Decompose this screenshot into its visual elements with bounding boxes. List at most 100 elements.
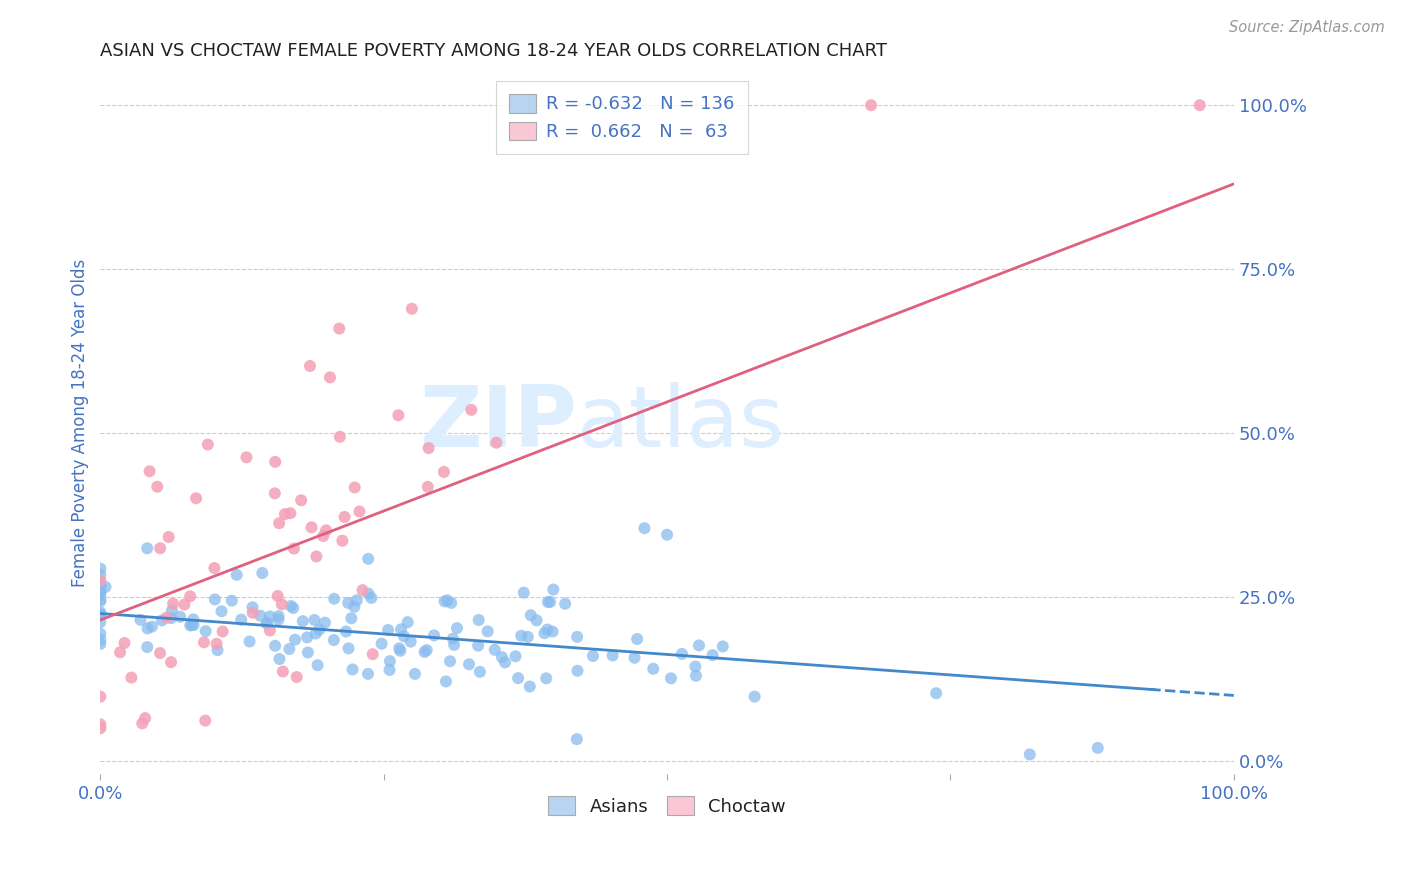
Point [180,618,202,632]
Point [120,671,142,685]
Point [225,567,247,582]
Point [378,654,401,668]
Point [510,629,533,643]
Point [534,671,557,685]
Point [508,671,530,685]
Point [335,624,357,639]
Point [460,403,482,417]
Point [333,510,356,524]
Point [305,626,328,640]
Point [89,717,111,731]
Point [337,596,360,610]
Point [266,589,288,603]
Point [349,504,371,518]
Point [319,370,342,384]
Point [179,618,201,632]
Point [89,607,111,622]
Point [150,614,173,628]
Point [671,647,693,661]
Point [131,716,153,731]
Point [183,612,205,626]
Point [129,613,152,627]
Point [392,629,415,643]
Point [413,645,436,659]
Point [136,621,159,635]
Point [467,613,489,627]
Point [623,650,645,665]
Point [301,520,323,534]
Point [389,622,412,636]
Point [269,516,291,531]
Point [89,594,111,608]
Point [491,650,513,665]
Point [433,594,456,608]
Point [259,609,281,624]
Point [264,639,287,653]
Point [357,666,380,681]
Point [340,611,363,625]
Point [533,626,555,640]
Point [360,591,382,605]
Point [304,613,326,627]
Point [256,616,278,631]
Point [149,541,172,556]
Point [315,524,337,538]
Point [399,634,422,648]
Text: Source: ZipAtlas.com: Source: ZipAtlas.com [1229,20,1385,35]
Point [519,608,541,623]
Point [89,592,111,607]
Point [434,674,457,689]
Point [441,632,464,646]
Point [89,584,111,599]
Point [89,561,111,575]
Point [114,636,136,650]
Point [307,658,329,673]
Point [744,690,766,704]
Point [685,659,707,673]
Point [136,640,159,654]
Point [89,567,111,582]
Point [342,663,364,677]
Text: ZIP: ZIP [419,382,576,465]
Point [337,641,360,656]
Point [141,620,163,634]
Point [89,690,111,704]
Point [274,507,297,521]
Point [526,613,548,627]
Point [655,528,678,542]
Point [702,648,724,662]
Point [602,648,624,663]
Point [283,601,305,615]
Point [516,630,538,644]
Point [235,450,257,465]
Point [278,642,301,657]
Point [89,615,111,629]
Point [423,628,446,642]
Point [160,603,183,617]
Point [484,643,506,657]
Point [108,645,131,659]
Point [256,615,278,630]
Point [305,549,328,564]
Point [211,604,233,618]
Point [183,618,205,632]
Point [458,657,481,672]
Point [194,714,217,728]
Point [89,637,111,651]
Point [205,637,228,651]
Point [370,637,392,651]
Point [688,639,710,653]
Point [173,598,195,612]
Point [197,437,219,451]
Point [537,595,560,609]
Point [519,680,541,694]
Point [357,551,380,566]
Text: ASIAN VS CHOCTAW FEMALE POVERTY AMONG 18-24 YEAR OLDS CORRELATION CHART: ASIAN VS CHOCTAW FEMALE POVERTY AMONG 18… [100,42,887,60]
Point [312,529,335,543]
Point [146,480,169,494]
Point [89,587,111,601]
Point [211,624,233,639]
Point [416,643,439,657]
Point [267,609,290,624]
Point [160,655,183,669]
